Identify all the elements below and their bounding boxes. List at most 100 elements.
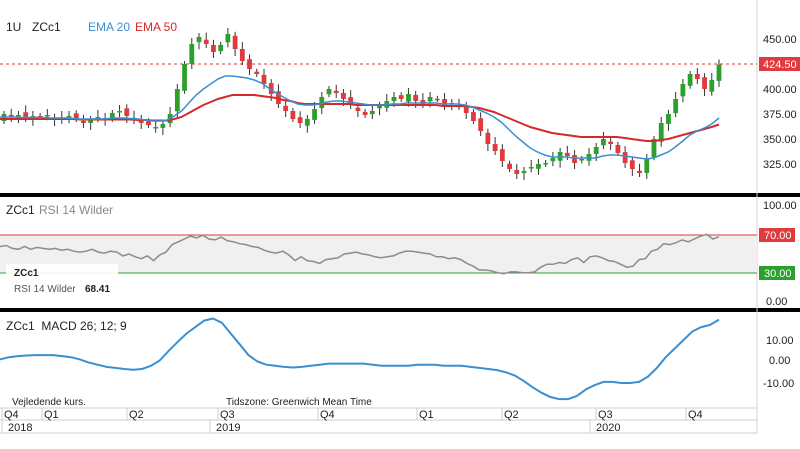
price-tick: 350.00 (763, 134, 797, 146)
candle-body (601, 139, 606, 146)
candle-body (95, 117, 101, 119)
candle-body (514, 169, 520, 174)
candle-body (536, 164, 541, 169)
candle-body (44, 115, 50, 117)
candle-body (629, 160, 635, 169)
candle-body (463, 106, 469, 113)
rsi-legend-box (6, 264, 118, 298)
candle-body (174, 89, 180, 112)
candle-body (16, 115, 21, 117)
last-price-badge (759, 57, 800, 71)
macd-pane[interactable]: ZCc1 MACD 26; 12; 9 10.00 0.00 -10.00 Ve… (0, 317, 794, 409)
candle-body (232, 35, 238, 49)
rsi-legend-value: 68.41 (85, 284, 110, 295)
rsi-line (0, 233, 720, 275)
pane-separator-1[interactable] (0, 193, 800, 197)
candle-body (572, 155, 577, 163)
candle-body (471, 112, 476, 121)
candle-body (673, 99, 679, 114)
candle-body (138, 120, 144, 123)
quarter-label: Q4 (4, 409, 19, 421)
candle-body (239, 49, 245, 61)
candle-body (196, 37, 202, 43)
candle-body (109, 113, 115, 119)
interval-label[interactable]: 1U (6, 20, 21, 34)
candle-body (564, 152, 570, 156)
candle-body (362, 111, 368, 115)
year-ticks: 2018 2019 2020 (1, 420, 620, 434)
candle-body (702, 77, 707, 89)
candle-body (521, 171, 527, 174)
quarter-ticks: Q4 Q1 Q2 Q3 Q4 Q1 Q2 Q3 Q4 (1, 408, 703, 421)
candle-body (261, 74, 267, 84)
price-axis: 450.00 424.50 400.00 375.00 350.00 325.0… (759, 34, 800, 171)
candle-body (290, 111, 296, 119)
candle-body (637, 170, 642, 173)
candle-body (622, 152, 628, 163)
ema50-line (0, 94, 720, 142)
rsi-legend-label: RSI 14 Wilder (14, 284, 76, 295)
candle-body (8, 114, 14, 117)
candle-body (593, 147, 599, 154)
rsi-pane[interactable]: ZCc1 RSI 14 Wilder ZCc1 RSI 14 Wilder 68… (0, 200, 797, 308)
quarter-label: Q3 (598, 409, 613, 421)
quarter-label: Q2 (504, 409, 519, 421)
candle-body (124, 108, 130, 116)
rsi-tick: 0.00 (766, 296, 787, 308)
candle-body (218, 45, 224, 52)
rsi-title-indicator: RSI 14 Wilder (39, 203, 113, 217)
ema20-legend[interactable]: EMA 20 (88, 20, 130, 34)
price-tick: 400.00 (763, 84, 797, 96)
rsi-title-symbol: ZCc1 (6, 203, 35, 217)
candle-body (297, 117, 303, 123)
rsi-tick: 70.00 (764, 230, 792, 242)
macd-tick: 10.00 (766, 335, 794, 347)
ema50-legend[interactable]: EMA 50 (135, 20, 177, 34)
quarter-label: Q2 (129, 409, 144, 421)
macd-tick: -10.00 (763, 378, 794, 390)
candle-body (709, 80, 715, 92)
year-label: 2018 (8, 422, 32, 434)
ema20-line (0, 75, 720, 160)
candle-body (680, 84, 686, 97)
candle-body (312, 109, 317, 120)
candle-body (369, 111, 375, 115)
candle-body (81, 120, 86, 123)
rsi-tick: 30.00 (764, 268, 792, 280)
candle-body (254, 71, 260, 74)
candle-body (528, 167, 534, 169)
footnote-timezone: Tidszone: Greenwich Mean Time (226, 397, 372, 408)
price-pane[interactable]: 450.00 424.50 400.00 375.00 350.00 325.0… (0, 28, 800, 181)
rsi-legend-symbol: ZCc1 (14, 268, 39, 279)
candle-body (406, 94, 411, 102)
rsi-axis: 100.00 70.00 30.00 0.00 (759, 200, 797, 308)
macd-title: ZCc1 MACD 26; 12; 9 (6, 319, 127, 333)
candle-body (644, 159, 650, 173)
candle-body (492, 144, 498, 151)
candle-body (442, 99, 447, 105)
pane-separator-2[interactable] (0, 308, 800, 312)
quarter-label: Q1 (44, 409, 59, 421)
candle-body (326, 89, 332, 95)
candle-body (225, 34, 231, 43)
candle-body (608, 141, 614, 144)
candle-body (73, 113, 79, 119)
candle-body (543, 163, 549, 165)
candle-body (398, 95, 404, 99)
candle-body (427, 97, 433, 102)
candle-body (550, 158, 556, 162)
candle-body (694, 74, 700, 79)
candle-body (413, 94, 419, 101)
time-axis[interactable]: Q4 Q1 Q2 Q3 Q4 Q1 Q2 Q3 Q4 2018 2019 2020 (0, 407, 757, 434)
candle-body (615, 144, 621, 153)
candle-body (579, 159, 585, 161)
candle-body (283, 105, 289, 111)
macd-axis: 10.00 0.00 -10.00 (763, 335, 794, 390)
year-label: 2020 (596, 422, 620, 434)
candle-body (507, 163, 512, 169)
rsi-tick: 100.00 (763, 200, 797, 212)
candle-body (211, 44, 216, 52)
quarter-label: Q1 (419, 409, 434, 421)
candle-body (66, 116, 72, 118)
